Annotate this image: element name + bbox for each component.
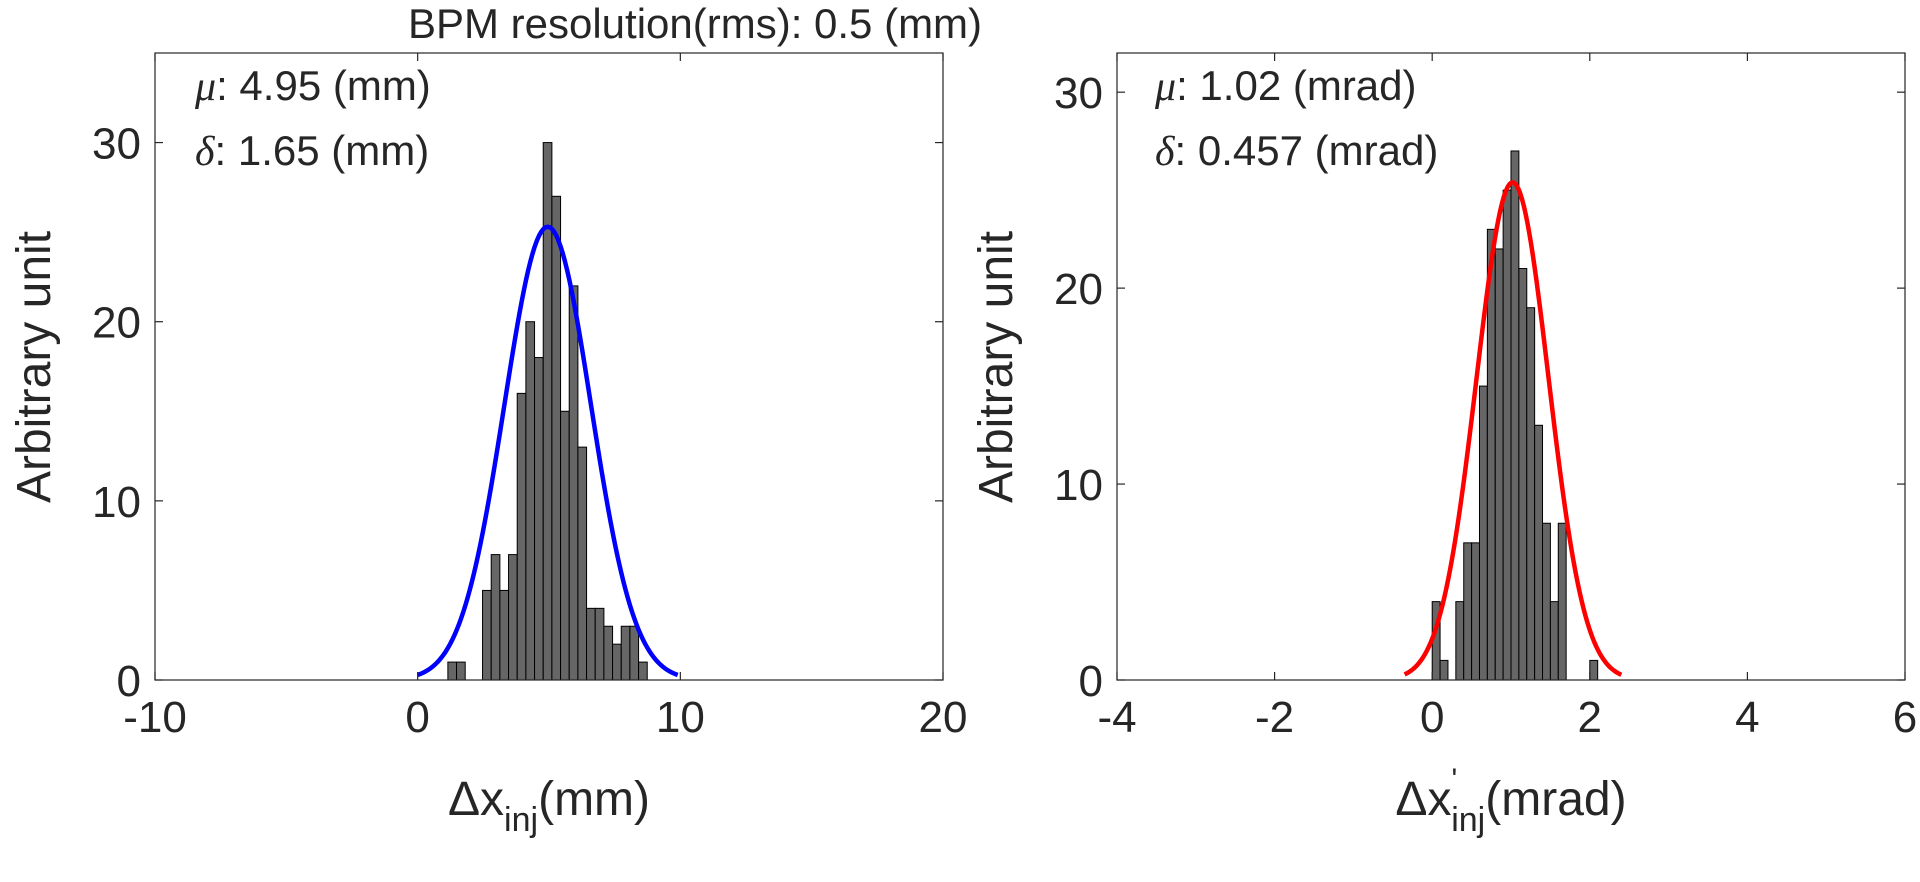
histogram-bar	[1494, 248, 1504, 681]
y-tick-label: 30	[1054, 69, 1103, 118]
figure-title: BPM resolution(rms): 0.5 (mm)	[408, 0, 982, 47]
x-axis-label-unit: (mrad)	[1485, 773, 1626, 826]
y-tick-label: 0	[1079, 657, 1103, 706]
histogram-bar	[508, 554, 518, 681]
histogram-bar	[612, 643, 622, 681]
histogram-bar	[1439, 659, 1449, 681]
histogram-bar	[629, 625, 640, 681]
histogram-bar	[542, 142, 553, 681]
annotation-value: : 1.65 (mm)	[215, 127, 430, 174]
histogram-bar	[456, 661, 466, 681]
histogram-bar	[534, 357, 544, 681]
histogram-bar	[577, 446, 588, 681]
histogram-bar	[1502, 189, 1512, 681]
histogram-bar	[1471, 542, 1480, 681]
x-axis-label-prime: '	[1451, 763, 1457, 796]
histogram-bar	[1510, 150, 1520, 681]
annotation-value: : 4.95 (mm)	[216, 62, 431, 109]
annotation-value: : 1.02 (mrad)	[1176, 62, 1416, 109]
histogram-bar	[499, 589, 510, 681]
histogram-bar	[1518, 268, 1528, 681]
histogram-panel-angle: -4 -2 0 2 4 6 0 10 20 30 Arbitrary unit Δx' inj(mrad…	[970, 52, 1917, 839]
histogram-bar	[1455, 601, 1465, 681]
x-axis-label: Δx' inj(mrad)	[1395, 763, 1626, 839]
histogram-bar	[638, 661, 648, 681]
histogram-bar	[482, 589, 492, 681]
annotation-symbol: μ	[1154, 64, 1176, 110]
histogram-bar	[568, 285, 579, 681]
y-tick-label: 10	[1054, 461, 1103, 510]
histogram-bar	[1526, 307, 1536, 681]
x-tick-label: 2	[1578, 693, 1602, 742]
y-tick-label: 30	[92, 120, 141, 169]
y-tick-label: 0	[117, 657, 141, 706]
axes-frame	[1116, 52, 1906, 681]
annotation-symbol: δ	[195, 129, 216, 175]
histogram-bar	[1463, 542, 1473, 681]
histogram-bar	[560, 410, 570, 681]
x-axis-label: Δxinj(mm)	[448, 773, 650, 839]
y-tick-label: 20	[92, 299, 141, 348]
annotation-symbol: μ	[194, 64, 216, 110]
gaussian-fit-line	[416, 224, 679, 678]
histogram-bar	[525, 321, 536, 681]
histogram-bar	[516, 392, 527, 681]
x-tick-label: -4	[1097, 693, 1136, 742]
histogram-bar	[1478, 385, 1488, 681]
histogram-bar	[490, 554, 501, 681]
x-axis-label-subscript: inj	[504, 801, 538, 839]
x-tick-label: 0	[1420, 693, 1444, 742]
x-tick-label: 10	[656, 693, 705, 742]
sigma-annotation: δ: 0.457 (mrad)	[1155, 127, 1438, 175]
x-axis-label-symbol: Δx	[1395, 773, 1451, 826]
mean-annotation: μ: 4.95 (mm)	[194, 62, 431, 110]
sigma-annotation: δ: 1.65 (mm)	[195, 127, 429, 175]
histogram-bar	[603, 625, 614, 681]
x-tick-label: 6	[1893, 693, 1917, 742]
axes-frame	[154, 52, 944, 681]
x-tick-label: 0	[405, 693, 429, 742]
histogram-bar	[447, 661, 458, 681]
x-tick-label: -2	[1255, 693, 1294, 742]
annotation-symbol: δ	[1155, 129, 1176, 175]
histogram-bar	[620, 625, 631, 681]
histogram-bar	[1534, 424, 1544, 681]
y-axis-label: Arbitrary unit	[8, 231, 61, 503]
y-tick-label: 10	[92, 478, 141, 527]
histogram-bar	[1589, 659, 1599, 681]
x-axis-label-symbol: Δx	[448, 773, 504, 826]
annotation-value: : 0.457 (mrad)	[1175, 127, 1439, 174]
histogram-bar	[1542, 522, 1551, 681]
y-tick-label: 20	[1054, 265, 1103, 314]
histogram-bar	[551, 195, 562, 681]
x-tick-label: 4	[1735, 693, 1759, 742]
histogram-bar	[1549, 601, 1559, 681]
y-axis-label: Arbitrary unit	[970, 231, 1023, 503]
mean-annotation: μ: 1.02 (mrad)	[1154, 62, 1417, 110]
histogram-bar	[1557, 522, 1567, 681]
x-axis-label-unit: (mm)	[538, 773, 650, 826]
x-axis-label-subscript: inj	[1451, 801, 1485, 839]
histogram-bar	[586, 607, 596, 681]
histogram-bar	[594, 607, 605, 681]
gaussian-fit-line	[1403, 180, 1623, 677]
x-tick-label: -10	[123, 693, 187, 742]
x-tick-label: 20	[919, 693, 968, 742]
